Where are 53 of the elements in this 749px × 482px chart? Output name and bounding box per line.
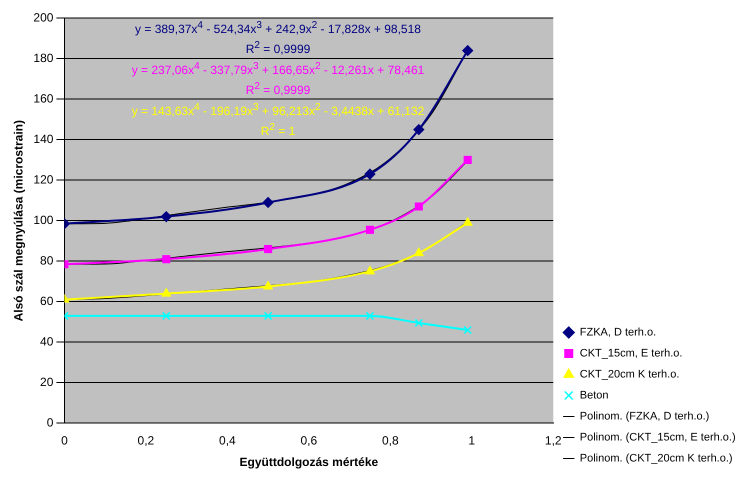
point: [264, 245, 272, 254]
point: [364, 168, 376, 180]
y-tick-label: 60: [40, 294, 54, 308]
legend-label: CKT_15cm, E terh.o.: [580, 348, 682, 360]
annotation: y = 237,06x$^{4}$ - 337,79x$^{3}$ + 166,65x$^{2}$ - 12,261x + 78,461: [130, 60, 426, 78]
point: [414, 318, 424, 328]
point: [160, 211, 172, 222]
point: [464, 156, 472, 164]
x-tick-label: 0,8: [382, 434, 399, 448]
point: [366, 312, 374, 320]
x-axis-title: Együttdolgozás mértéke: [239, 455, 379, 470]
point: [365, 266, 375, 274]
legend-label: Polinom. (FZKA, D terh.o.): [580, 410, 710, 423]
point: [162, 255, 170, 264]
point: [264, 312, 272, 320]
x-tick-label: 1,2: [544, 434, 562, 448]
point: [162, 312, 171, 320]
y-tick-label: 120: [33, 172, 54, 187]
annotation: y = 143,63x$^{4}$ - 196,19x$^{3}$ + 96,213x$^{2}$ - 3,4438x + 61,132: [130, 100, 426, 118]
legend-label: Polinom. (CKT_20cm K terh.o.): [580, 452, 733, 465]
y-tick-label: 160: [33, 92, 54, 106]
point: [414, 202, 423, 211]
x-tick-label: 1: [468, 434, 476, 448]
legend-label: Polinom. (CKT_15cm, E terh.o.): [580, 432, 736, 444]
point: [262, 196, 274, 208]
x-tick-label: 0,2: [138, 434, 155, 448]
x-tick-label: 0,4: [219, 434, 236, 448]
y-tick-label: 0: [46, 416, 54, 430]
annotation: R$^{2}$ = 1: [260, 120, 296, 138]
point: [463, 326, 472, 334]
point: [263, 281, 273, 290]
annotation: y = 389,37x$^{4}$ - 524,34x$^{3}$ + 242,9x$^{2}$ - 17,828x + 98,518: [134, 19, 422, 36]
legend-label: Beton: [580, 390, 608, 402]
y-tick-label: 80: [40, 254, 54, 268]
y-tick-label: 40: [40, 334, 54, 349]
annotation: R$^{2}$ = 0,9999: [244, 80, 312, 98]
y-tick-label: 180: [33, 51, 54, 66]
y-axis-title: Alsó szál megnyúlása (microstrain): [12, 120, 26, 322]
y-tick-label: 100: [33, 213, 54, 228]
annotation: R$^{2}$ = 0,9999: [244, 39, 312, 57]
y-tick-label: 20: [40, 375, 54, 390]
legend-label: FZKA, D terh.o.: [580, 326, 656, 339]
y-tick-label: 200: [33, 10, 54, 25]
point: [462, 217, 473, 226]
point: [413, 124, 424, 136]
point: [462, 45, 474, 56]
x-tick-label: 0: [61, 434, 68, 448]
x-tick-label: 0,6: [300, 434, 318, 448]
point: [161, 288, 172, 297]
point: [414, 248, 424, 256]
legend-label: CKT_20cm K terh.o.: [580, 368, 680, 381]
y-tick-label: 140: [33, 132, 54, 146]
point: [366, 226, 374, 234]
